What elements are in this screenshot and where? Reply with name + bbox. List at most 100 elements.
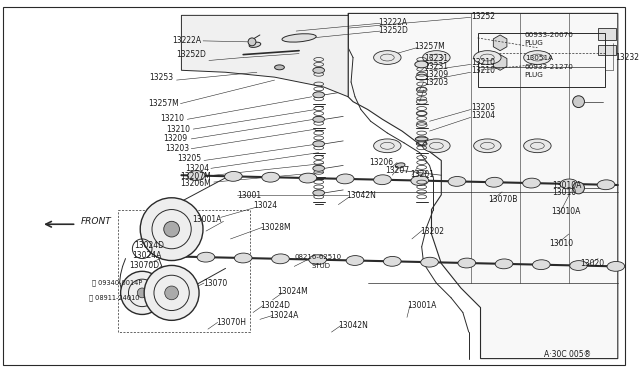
Ellipse shape <box>275 65 284 70</box>
Text: Ⓜ 09340-0014P: Ⓜ 09340-0014P <box>92 280 142 286</box>
Text: 13252D: 13252D <box>378 26 408 35</box>
Text: 13024M: 13024M <box>278 288 308 296</box>
Circle shape <box>138 288 147 298</box>
Text: 13257M: 13257M <box>148 99 179 108</box>
Ellipse shape <box>374 51 401 64</box>
Ellipse shape <box>313 166 324 171</box>
Ellipse shape <box>420 257 438 267</box>
Circle shape <box>573 96 584 108</box>
Text: 13257M: 13257M <box>414 42 445 51</box>
Text: 13001A: 13001A <box>192 215 221 224</box>
Ellipse shape <box>262 172 280 182</box>
Text: 13070B: 13070B <box>488 195 518 204</box>
Ellipse shape <box>560 179 577 189</box>
Ellipse shape <box>374 175 391 185</box>
Text: 13070H: 13070H <box>216 318 246 327</box>
Text: 13010: 13010 <box>549 239 573 248</box>
Text: 13210: 13210 <box>166 125 190 134</box>
Text: 13232: 13232 <box>615 53 639 62</box>
Circle shape <box>144 266 199 320</box>
Text: 13206: 13206 <box>369 158 393 167</box>
Text: PLUG: PLUG <box>525 40 543 46</box>
Text: PLUG: PLUG <box>525 72 543 78</box>
Text: 13210: 13210 <box>470 66 495 75</box>
Ellipse shape <box>607 262 625 271</box>
Bar <box>598 28 616 40</box>
Text: Ⓝ 08911-24010: Ⓝ 08911-24010 <box>89 295 140 301</box>
Ellipse shape <box>458 258 476 268</box>
Ellipse shape <box>485 177 503 187</box>
Circle shape <box>140 198 203 260</box>
Ellipse shape <box>282 34 316 42</box>
Text: 13201: 13201 <box>410 170 434 179</box>
Text: 13203: 13203 <box>165 144 189 153</box>
Text: 13253: 13253 <box>150 73 173 81</box>
Text: 13024D: 13024D <box>134 241 164 250</box>
Ellipse shape <box>415 61 429 68</box>
Ellipse shape <box>271 254 289 264</box>
Ellipse shape <box>396 163 405 168</box>
Bar <box>477 33 605 87</box>
Text: 13204: 13204 <box>185 164 209 173</box>
Text: 13204: 13204 <box>470 111 495 120</box>
Text: 13209: 13209 <box>163 134 188 144</box>
Ellipse shape <box>523 178 540 188</box>
Text: 13231: 13231 <box>424 54 449 63</box>
Circle shape <box>573 182 584 194</box>
Ellipse shape <box>374 139 401 153</box>
Text: 13024A: 13024A <box>269 311 299 320</box>
Ellipse shape <box>570 261 588 270</box>
Text: 13070D: 13070D <box>129 261 159 270</box>
Ellipse shape <box>495 259 513 269</box>
Ellipse shape <box>197 252 215 262</box>
Bar <box>598 45 616 55</box>
Ellipse shape <box>225 171 242 181</box>
Polygon shape <box>181 15 348 97</box>
Text: 13010A: 13010A <box>551 207 580 216</box>
Text: 13051A: 13051A <box>525 55 553 61</box>
Ellipse shape <box>234 253 252 263</box>
Ellipse shape <box>313 116 324 122</box>
Polygon shape <box>348 13 618 359</box>
Text: 13010A: 13010A <box>552 180 582 189</box>
Text: 13205: 13205 <box>177 154 201 163</box>
Text: 13207M: 13207M <box>180 172 211 181</box>
Text: 13210: 13210 <box>470 58 495 67</box>
Ellipse shape <box>532 260 550 270</box>
Text: 13252D: 13252D <box>176 50 206 59</box>
Ellipse shape <box>415 137 428 141</box>
Text: 13231: 13231 <box>424 62 449 71</box>
Text: 13203: 13203 <box>424 77 449 87</box>
Text: 13222A: 13222A <box>378 18 408 27</box>
Ellipse shape <box>346 256 364 265</box>
Text: 13024: 13024 <box>253 201 277 210</box>
Ellipse shape <box>313 92 324 98</box>
Text: 08216-62510: 08216-62510 <box>294 254 341 260</box>
Text: 13207: 13207 <box>385 166 410 175</box>
Circle shape <box>120 271 164 314</box>
Text: 13070: 13070 <box>203 279 227 288</box>
Text: 13210: 13210 <box>161 114 184 123</box>
Text: 13001: 13001 <box>237 191 262 200</box>
Text: FRONT: FRONT <box>81 217 111 226</box>
Ellipse shape <box>474 139 501 153</box>
Text: 13042N: 13042N <box>346 191 376 200</box>
Text: 13205: 13205 <box>470 103 495 112</box>
Ellipse shape <box>383 256 401 266</box>
Text: 13042N: 13042N <box>339 321 368 330</box>
Ellipse shape <box>524 139 551 153</box>
Text: 13206M: 13206M <box>180 179 211 187</box>
Ellipse shape <box>474 51 501 64</box>
Ellipse shape <box>422 139 450 153</box>
Text: 13020: 13020 <box>580 259 605 268</box>
Text: 13010: 13010 <box>552 188 576 198</box>
Ellipse shape <box>309 255 326 264</box>
Text: A·30C 005®: A·30C 005® <box>544 350 591 359</box>
Text: 13024D: 13024D <box>260 301 290 310</box>
Text: 13024A: 13024A <box>132 251 162 260</box>
Circle shape <box>164 286 179 300</box>
Ellipse shape <box>411 176 429 186</box>
Ellipse shape <box>313 67 324 73</box>
Ellipse shape <box>422 51 450 64</box>
Text: 00933-20670: 00933-20670 <box>525 32 573 38</box>
